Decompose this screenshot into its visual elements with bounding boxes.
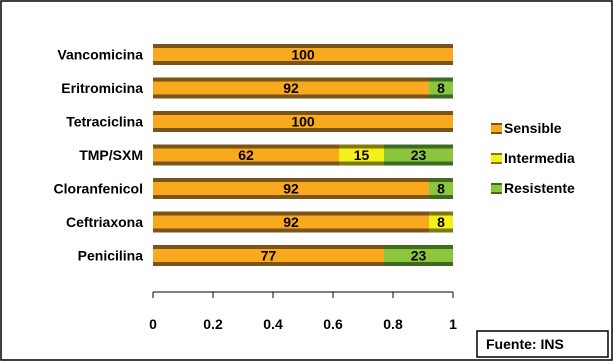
data-label: 15 bbox=[354, 147, 370, 163]
data-label: 92 bbox=[283, 80, 299, 96]
category-label: Penicilina bbox=[78, 248, 144, 264]
bar-segment-top-edge bbox=[153, 111, 453, 115]
bar-segment-bottom-edge bbox=[153, 94, 429, 99]
legend-swatch bbox=[491, 153, 502, 164]
bar-segment bbox=[153, 111, 453, 132]
bar-segment-top-edge bbox=[153, 178, 429, 182]
bar-segment bbox=[153, 44, 453, 65]
data-label: 23 bbox=[411, 248, 427, 264]
bar-segment bbox=[429, 178, 453, 199]
legend-swatch bbox=[491, 123, 502, 134]
x-tick-label: 0.6 bbox=[323, 316, 343, 332]
category-label: TMP/SXM bbox=[79, 147, 143, 163]
bar-segment bbox=[384, 144, 453, 166]
bar-segment-top-edge bbox=[429, 77, 453, 82]
bar-segment-top-edge bbox=[339, 144, 384, 149]
bar-segment-bottom-edge bbox=[384, 161, 453, 166]
bars-group: 100 92 8 100 62 15 23 92 8 92 8 77 23 bbox=[153, 44, 453, 266]
bar-segment bbox=[153, 77, 429, 99]
bar-segment-bottom-edge bbox=[429, 195, 453, 199]
bar-segment-top-edge bbox=[384, 144, 453, 149]
bar-segment-top-edge bbox=[429, 211, 453, 216]
bar-segment-top-edge bbox=[429, 178, 453, 182]
legend-swatch bbox=[491, 183, 502, 194]
legend-label: Intermedia bbox=[504, 150, 575, 166]
x-tick-label: 1 bbox=[449, 316, 457, 332]
bar-segment bbox=[153, 211, 429, 233]
bar-segment-bottom-edge bbox=[429, 94, 453, 99]
source-note-box: Fuente: INS bbox=[476, 330, 609, 358]
bar-segment-top-edge bbox=[384, 245, 453, 249]
x-axis: 0 0.2 0.4 0.6 0.8 1 bbox=[149, 291, 457, 332]
source-note-border bbox=[476, 330, 609, 358]
x-tick-label: 0.2 bbox=[203, 316, 223, 332]
legend: Sensible Intermedia Resistente bbox=[491, 120, 575, 196]
category-label: Vancomicina bbox=[57, 47, 143, 63]
source-note: Fuente: INS bbox=[486, 336, 564, 352]
bar-segment bbox=[153, 144, 339, 166]
data-label: 92 bbox=[283, 181, 299, 197]
data-label: 8 bbox=[437, 80, 445, 96]
category-labels: Vancomicina Eritromicina Tetraciclina TMP/S… bbox=[54, 47, 144, 264]
bar-segment-top-edge bbox=[153, 144, 339, 149]
category-label: Tetraciclina bbox=[66, 114, 143, 130]
bar-segment-bottom-edge bbox=[153, 262, 384, 266]
x-tick-label: 0.4 bbox=[263, 316, 283, 332]
bar-segment-bottom-edge bbox=[153, 161, 339, 166]
data-label: 62 bbox=[238, 147, 254, 163]
data-label: 8 bbox=[437, 181, 445, 197]
data-label: 100 bbox=[291, 47, 315, 63]
data-label: 92 bbox=[283, 214, 299, 230]
bar-segment bbox=[339, 144, 384, 166]
bar-segment-top-edge bbox=[153, 211, 429, 216]
bar-segment bbox=[384, 245, 453, 266]
legend-label: Sensible bbox=[504, 120, 562, 136]
legend-label: Resistente bbox=[504, 180, 575, 196]
category-label: Eritromicina bbox=[61, 80, 143, 96]
bar-segment-top-edge bbox=[153, 245, 384, 249]
bar-segment-bottom-edge bbox=[339, 161, 384, 166]
bar-segment-bottom-edge bbox=[153, 195, 429, 199]
data-label: 100 bbox=[291, 114, 315, 130]
data-label: 77 bbox=[261, 248, 277, 264]
bar-segment-bottom-edge bbox=[153, 61, 453, 65]
bar-segment bbox=[153, 178, 429, 199]
bar-segment-top-edge bbox=[153, 44, 453, 48]
bar-segment bbox=[429, 211, 453, 233]
bar-segment bbox=[153, 245, 384, 266]
category-label: Ceftriaxona bbox=[66, 214, 143, 230]
data-label: 23 bbox=[411, 147, 427, 163]
data-label: 8 bbox=[437, 214, 445, 230]
category-label: Cloranfenicol bbox=[54, 181, 143, 197]
x-tick-label: 0.8 bbox=[383, 316, 403, 332]
bar-segment-bottom-edge bbox=[153, 228, 429, 233]
bar-segment-bottom-edge bbox=[429, 228, 453, 233]
bar-segment-bottom-edge bbox=[153, 128, 453, 132]
x-tick-label: 0 bbox=[149, 316, 157, 332]
bar-segment-bottom-edge bbox=[384, 262, 453, 266]
bar-segment bbox=[429, 77, 453, 99]
bar-segment-top-edge bbox=[153, 77, 429, 82]
